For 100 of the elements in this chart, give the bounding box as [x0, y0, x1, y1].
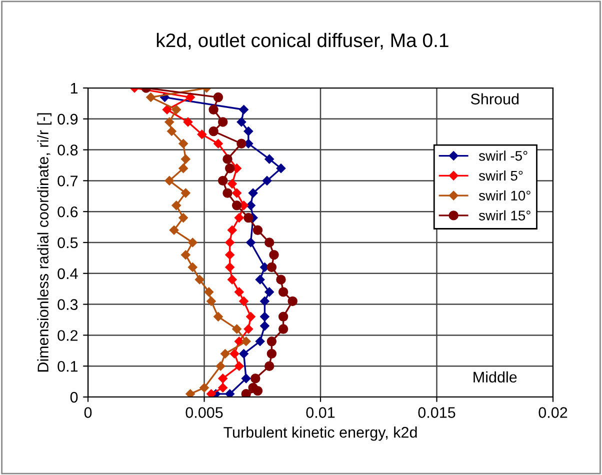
point [228, 179, 237, 188]
point [255, 274, 265, 284]
point [218, 374, 228, 384]
point [232, 324, 242, 334]
point [172, 200, 181, 210]
point [186, 389, 195, 397]
y-tick-label: 0.3 [58, 299, 78, 310]
point [208, 126, 218, 136]
y-tick-label: 0.9 [58, 114, 78, 125]
x-tick-label: 0.01 [306, 407, 335, 418]
point [239, 105, 248, 114]
point [255, 336, 265, 346]
point [228, 226, 237, 235]
point [178, 164, 188, 173]
point [228, 274, 237, 284]
point [236, 117, 246, 127]
point [252, 386, 263, 396]
point [236, 138, 246, 148]
point [213, 92, 224, 102]
point [164, 176, 174, 186]
point [239, 349, 248, 358]
point [225, 262, 234, 272]
point [206, 296, 216, 306]
annotation: Middle [474, 371, 517, 383]
point [244, 324, 254, 334]
point [246, 238, 256, 248]
legend-label: swirl 15° [478, 210, 530, 220]
y-tick-label: 0.2 [58, 330, 78, 341]
x-axis-title: Turbulent kinetic energy, k2d [224, 426, 417, 441]
point [218, 383, 228, 392]
point [204, 287, 214, 297]
annotation: Shroud [470, 93, 519, 104]
point [262, 176, 272, 186]
point [239, 296, 248, 306]
point [167, 126, 176, 136]
chart-title: k2d, outlet conical diffuser, Ma 0.1 [156, 32, 448, 50]
point [169, 226, 179, 235]
legend-label: swirl -5° [478, 150, 528, 161]
point [208, 104, 218, 114]
point [264, 287, 274, 297]
point [181, 188, 190, 198]
point [220, 349, 230, 358]
point [260, 312, 270, 322]
point [188, 238, 198, 248]
point [278, 287, 288, 297]
point [248, 188, 258, 198]
point [234, 213, 244, 222]
point [232, 200, 242, 210]
point [164, 117, 174, 127]
point [178, 138, 188, 148]
point [224, 163, 235, 174]
point [278, 312, 288, 322]
point [214, 138, 223, 148]
x-tick-label: 0.005 [186, 407, 223, 418]
point [230, 349, 240, 358]
point [260, 296, 270, 306]
point [218, 117, 228, 127]
point [222, 188, 232, 198]
point [278, 324, 288, 334]
point [162, 105, 172, 114]
point [181, 154, 190, 164]
point [288, 296, 298, 306]
point [146, 92, 156, 102]
point [222, 154, 232, 164]
y-tick-label: 0 [70, 392, 78, 403]
x-tick-label: 0.02 [538, 407, 568, 418]
y-tick-label: 0.6 [58, 206, 78, 218]
y-tick-label: 0.7 [58, 176, 78, 186]
point [266, 348, 277, 359]
point [216, 361, 226, 371]
legend-label: swirl 10° [478, 190, 530, 201]
point [214, 312, 223, 322]
point [172, 105, 181, 114]
point [225, 389, 234, 397]
y-tick-label: 0.8 [58, 144, 78, 156]
x-tick-label: 0.015 [418, 407, 456, 418]
point [264, 238, 274, 248]
point [218, 176, 228, 186]
point [252, 225, 263, 235]
point [246, 200, 256, 210]
point [200, 383, 209, 392]
point [197, 130, 207, 139]
point [232, 188, 242, 198]
point [260, 321, 270, 331]
point [246, 312, 256, 322]
point [266, 262, 277, 272]
point [264, 361, 274, 371]
point [183, 117, 193, 127]
point [181, 250, 190, 260]
point [264, 154, 274, 164]
y-tick-label: 0.4 [58, 268, 78, 280]
point [276, 164, 286, 173]
point [244, 126, 254, 136]
point [276, 274, 286, 284]
y-tick-label: 0.1 [58, 360, 78, 372]
y-axis-title: Dimensionless radial coordinate, ri/r [-] [37, 113, 52, 372]
point [188, 262, 198, 272]
point [241, 336, 251, 346]
point [178, 213, 188, 222]
legend-label: swirl 5° [478, 170, 523, 181]
